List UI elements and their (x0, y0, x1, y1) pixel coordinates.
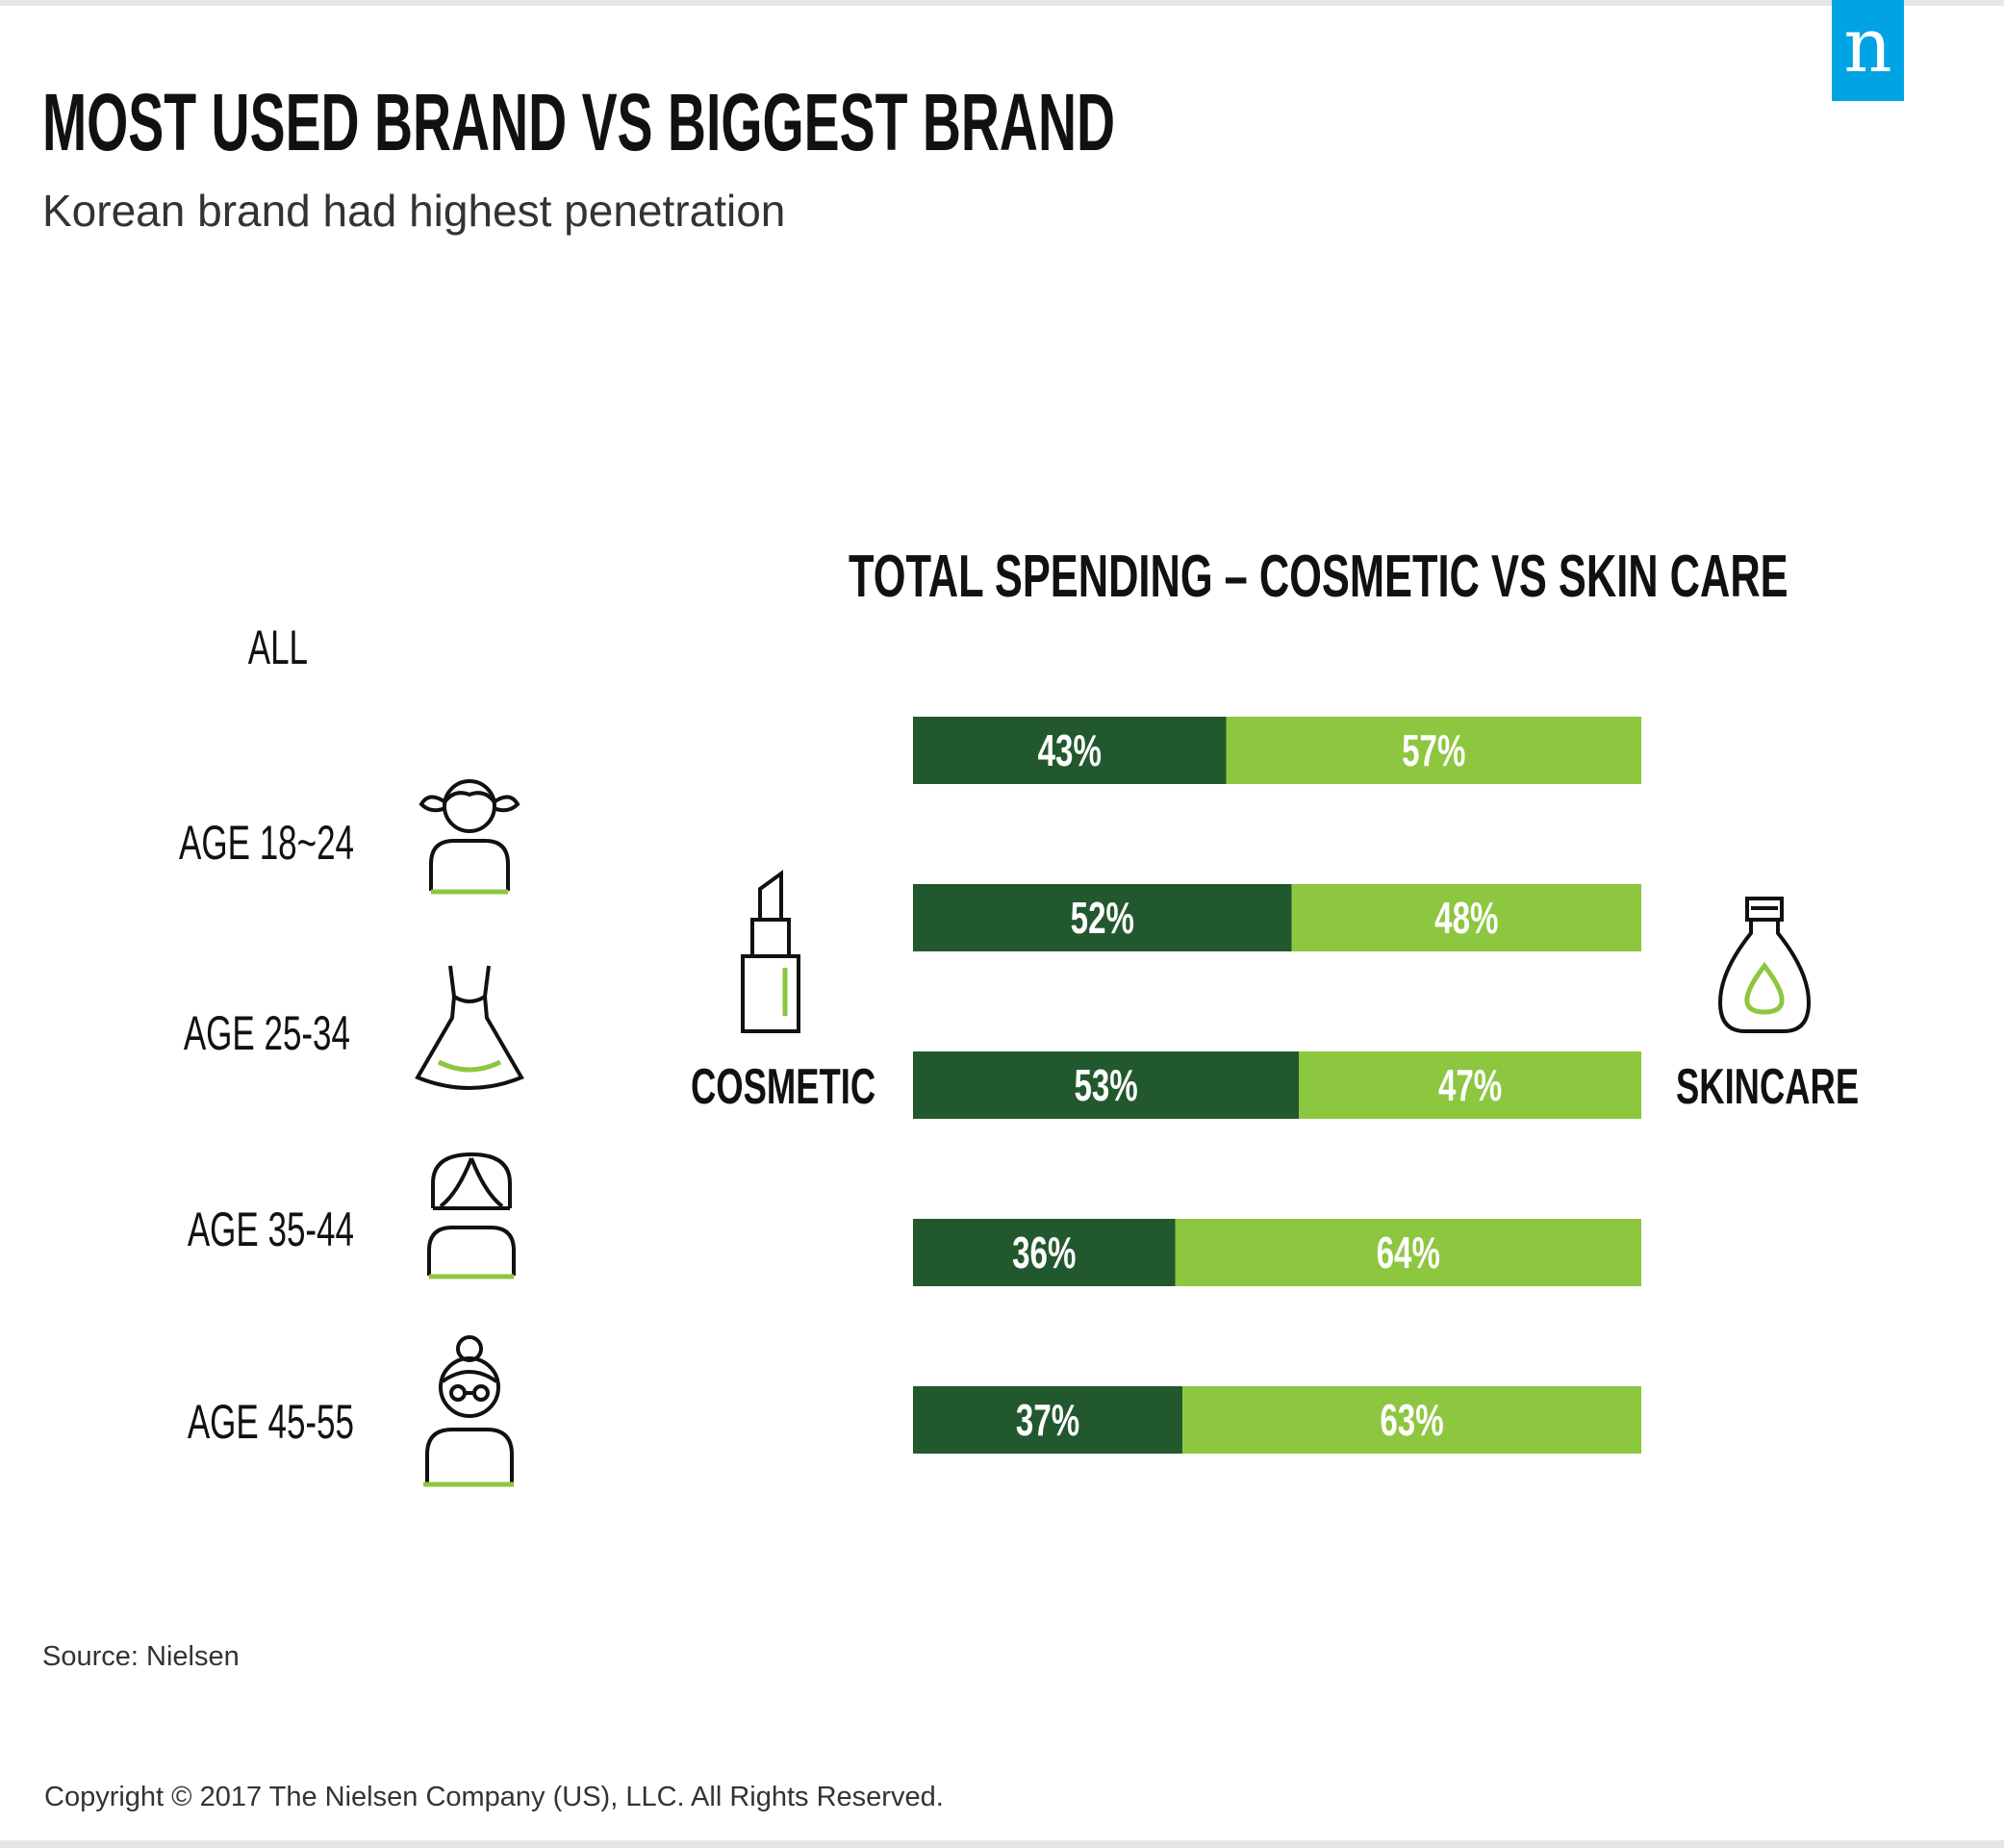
row-label-age-25-34: AGE 25-34 (183, 1006, 350, 1060)
bar-label-cosmetic-1: 52% (1071, 895, 1134, 943)
top-border (0, 0, 2004, 6)
bar-cosmetic-1 (913, 884, 1292, 951)
row-label-age-18-24: AGE 18~24 (179, 816, 354, 870)
older-woman-glasses-icon (423, 1335, 514, 1487)
bar-label-cosmetic-3: 36% (1012, 1229, 1076, 1278)
bar-skincare-1 (1291, 884, 1641, 951)
bar-label-cosmetic-0: 43% (1038, 727, 1102, 775)
bar-cosmetic-4 (913, 1386, 1183, 1454)
bar-cosmetic-3 (913, 1219, 1176, 1286)
bar-skincare-2 (1299, 1051, 1641, 1119)
page-title: MOST USED BRAND VS BIGGEST BRAND (42, 77, 1116, 167)
row-label-age-45-55: AGE 45-55 (187, 1395, 354, 1449)
row-label-all: ALL (247, 620, 308, 674)
bar-cosmetic-0 (913, 717, 1227, 784)
bar-label-skincare-3: 64% (1377, 1229, 1440, 1278)
nielsen-logo: n (1832, 0, 1904, 101)
bar-skincare-3 (1175, 1219, 1641, 1286)
bar-label-skincare-2: 47% (1438, 1062, 1502, 1110)
copyright-note: Copyright © 2017 The Nielsen Company (US… (44, 1782, 944, 1812)
lotion-bottle-icon (1717, 897, 1812, 1033)
bar-label-skincare-1: 48% (1434, 895, 1498, 943)
woman-icon (427, 1152, 516, 1279)
skincare-label: SKINCARE (1676, 1059, 1860, 1115)
girl-pigtails-icon (419, 779, 520, 895)
source-note: Source: Nielsen (42, 1641, 240, 1672)
cosmetic-label: COSMETIC (691, 1059, 876, 1115)
bar-label-cosmetic-2: 53% (1074, 1062, 1137, 1110)
bar-skincare-0 (1226, 717, 1641, 784)
row-label-age-35-44: AGE 35-44 (187, 1202, 354, 1256)
lipstick-icon (741, 870, 800, 1033)
bar-cosmetic-2 (913, 1051, 1300, 1119)
bar-label-skincare-4: 63% (1380, 1397, 1443, 1445)
bar-label-skincare-0: 57% (1402, 727, 1465, 775)
dress-icon (415, 965, 524, 1090)
bottom-border (0, 1840, 2004, 1848)
bar-skincare-4 (1182, 1386, 1641, 1454)
bar-label-cosmetic-4: 37% (1016, 1397, 1079, 1445)
page-subtitle: Korean brand had highest penetration (42, 186, 786, 236)
chart-title: TOTAL SPENDING – COSMETIC VS SKIN CARE (849, 544, 1788, 610)
